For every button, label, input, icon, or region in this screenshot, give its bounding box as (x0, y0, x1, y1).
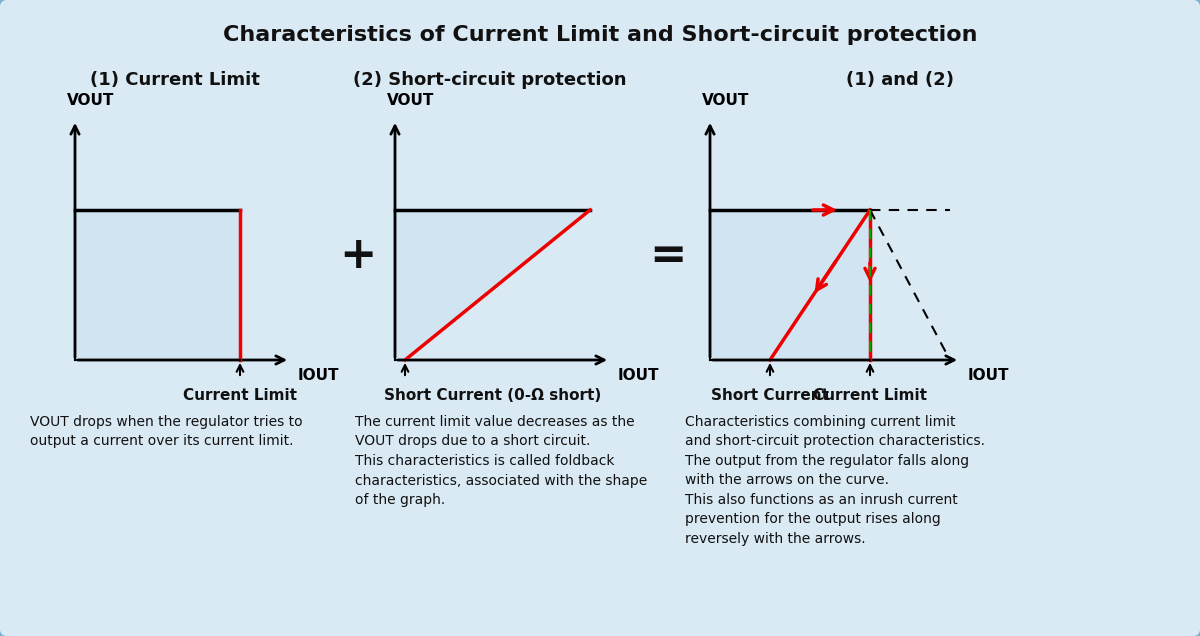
Text: +: + (340, 233, 377, 277)
Text: Characteristics combining current limit
and short-circuit protection characteris: Characteristics combining current limit … (685, 415, 985, 546)
Text: (1) Current Limit: (1) Current Limit (90, 71, 260, 89)
Text: VOUT: VOUT (702, 93, 749, 108)
Text: VOUT drops when the regulator tries to
output a current over its current limit.: VOUT drops when the regulator tries to o… (30, 415, 302, 448)
Text: Characteristics of Current Limit and Short-circuit protection: Characteristics of Current Limit and Sho… (223, 25, 977, 45)
Text: IOUT: IOUT (298, 368, 340, 383)
Text: Current Limit: Current Limit (182, 388, 298, 403)
Text: =: = (649, 233, 686, 277)
Polygon shape (74, 210, 240, 360)
Text: (1) and (2): (1) and (2) (846, 71, 954, 89)
Polygon shape (710, 210, 870, 360)
Text: VOUT: VOUT (67, 93, 114, 108)
Text: (2) Short-circuit protection: (2) Short-circuit protection (353, 71, 626, 89)
Text: IOUT: IOUT (968, 368, 1009, 383)
Text: Current Limit: Current Limit (814, 388, 928, 403)
Text: The current limit value decreases as the
VOUT drops due to a short circuit.
This: The current limit value decreases as the… (355, 415, 647, 507)
Text: VOUT: VOUT (386, 93, 434, 108)
Text: Short Current (0-Ω short): Short Current (0-Ω short) (384, 388, 601, 403)
Polygon shape (395, 210, 590, 360)
Text: IOUT: IOUT (618, 368, 660, 383)
Text: Short Current: Short Current (710, 388, 829, 403)
